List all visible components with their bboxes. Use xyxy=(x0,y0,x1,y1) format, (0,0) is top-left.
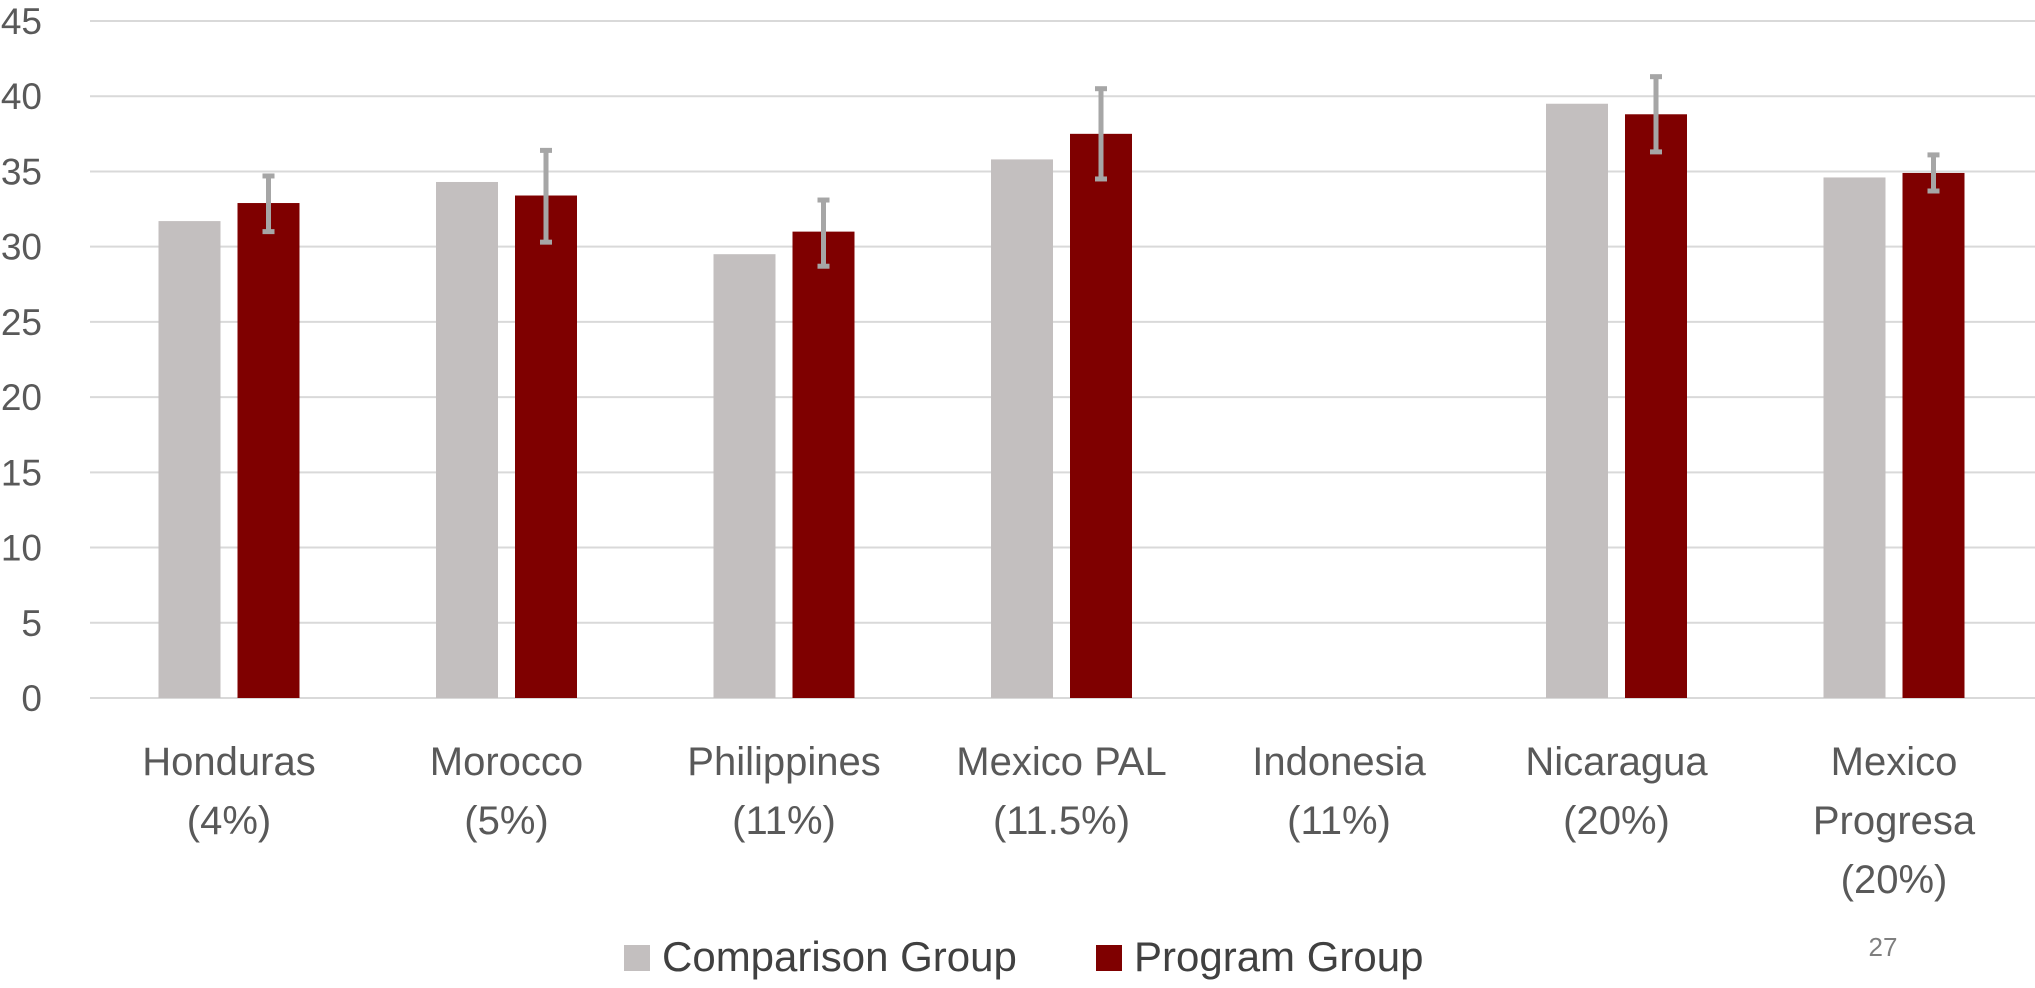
legend-swatch xyxy=(1096,945,1122,971)
y-axis-ticks: 0 5 10 15 20 25 30 35 40 45 xyxy=(1,1,42,719)
x-tick-label: Progresa xyxy=(1813,799,1976,843)
bar-program xyxy=(515,195,577,698)
bar-comparison xyxy=(436,181,498,698)
x-tick-label: (11.5%) xyxy=(993,799,1130,843)
x-tick-label: (20%) xyxy=(1841,858,1948,902)
y-tick-label: 25 xyxy=(1,302,42,343)
legend-swatch xyxy=(624,945,650,971)
bar-comparison xyxy=(1823,177,1886,698)
y-tick-label: 20 xyxy=(1,377,42,418)
x-tick-label: Philippines xyxy=(687,740,880,784)
y-tick-label: 15 xyxy=(1,452,42,493)
legend-label: Program Group xyxy=(1134,933,1423,980)
x-tick-label: (20%) xyxy=(1563,799,1670,843)
y-tick-label: 40 xyxy=(1,76,42,117)
bar-comparison xyxy=(1546,103,1608,698)
x-tick-label: Honduras xyxy=(142,740,315,784)
legend: Comparison Group Program Group xyxy=(624,933,1423,980)
bar-comparison xyxy=(991,159,1053,699)
bar-program xyxy=(1902,172,1965,699)
y-tick-label: 10 xyxy=(1,528,42,569)
x-tick-label: (4%) xyxy=(187,799,271,843)
x-tick-label: Mexico PAL xyxy=(956,740,1166,784)
y-tick-label: 0 xyxy=(21,678,42,719)
x-tick-label: (11%) xyxy=(732,799,836,843)
bars xyxy=(158,103,1965,699)
y-tick-label: 45 xyxy=(1,1,42,42)
x-tick-label: Mexico xyxy=(1831,740,1958,784)
x-tick-label: Indonesia xyxy=(1252,740,1426,784)
page-number: 27 xyxy=(1869,932,1898,962)
x-tick-label: Nicaragua xyxy=(1525,740,1708,784)
bar-program xyxy=(1625,114,1687,698)
bar-program xyxy=(1070,133,1132,699)
x-axis-ticks: Honduras (4%) Morocco (5%) Philippines (11%) M… xyxy=(142,740,1976,902)
bar-program xyxy=(792,231,855,698)
y-tick-label: 35 xyxy=(1,151,42,192)
y-tick-label: 30 xyxy=(1,227,42,268)
legend-label: Comparison Group xyxy=(662,933,1017,980)
x-tick-label: (11%) xyxy=(1287,799,1391,843)
x-tick-label: Morocco xyxy=(430,740,583,784)
gridlines xyxy=(90,20,2035,699)
bar-comparison xyxy=(158,221,221,698)
bar-comparison xyxy=(713,254,776,698)
x-tick-label: (5%) xyxy=(464,799,548,843)
error-bars xyxy=(262,74,1940,269)
bar-program xyxy=(237,203,300,698)
y-tick-label: 5 xyxy=(21,603,42,644)
